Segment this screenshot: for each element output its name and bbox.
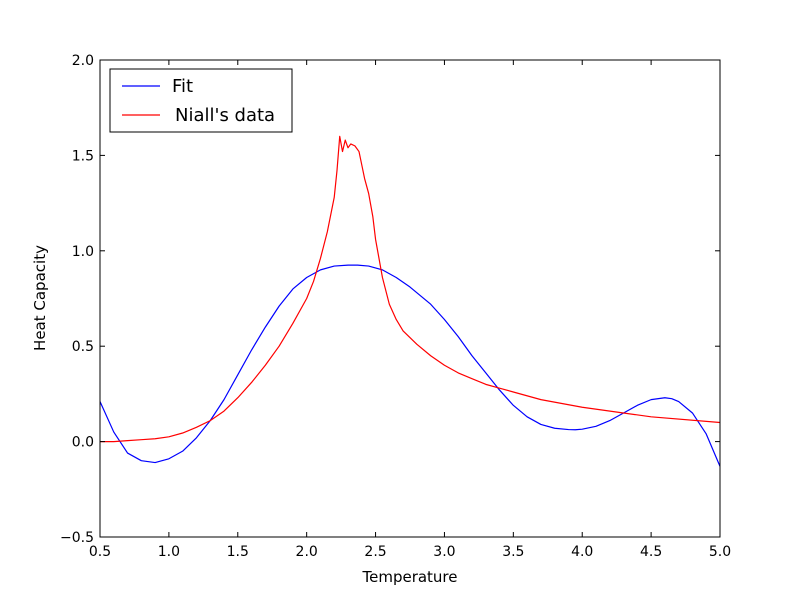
plot-area [100,60,720,537]
series-line-fit [99,264,721,467]
x-tick-label: 2.0 [296,544,318,560]
x-tick-label: 2.5 [364,544,386,560]
x-tick-label: 1.0 [158,544,180,560]
legend-label: Fit [172,76,193,97]
x-tick-label: 3.5 [502,544,524,560]
y-tick-label: 2.0 [72,53,94,69]
x-tick-label: 1.5 [227,544,249,560]
x-axis-label: Temperature [361,568,457,586]
legend-box [109,68,293,133]
plot-frame [99,59,721,538]
y-tick-label: 1.5 [72,148,94,164]
y-tick-label: 0.5 [72,339,94,355]
x-tick-label: 5.0 [709,544,731,560]
legend-label: Niall's data [175,105,275,126]
y-tick-label: 0.0 [72,435,94,451]
x-tick-label: 0.5 [89,544,111,560]
y-axis-label: Heat Capacity [31,245,49,351]
series-layer [99,135,721,467]
y-tick-label: 1.0 [72,244,94,260]
legend: Fit Niall's data [109,68,293,133]
y-tick-label: −0.5 [60,530,94,546]
tick-layer: 0.5 1.0 1.5 2.0 2.5 3.0 3.5 4.0 4.5 5.0 −0.5 0.0 0.5… [60,53,731,560]
x-tick-label: 3.0 [433,544,455,560]
x-tick-label: 4.0 [571,544,593,560]
series-line-nialls-data [100,135,721,443]
x-tick-label: 4.5 [640,544,662,560]
